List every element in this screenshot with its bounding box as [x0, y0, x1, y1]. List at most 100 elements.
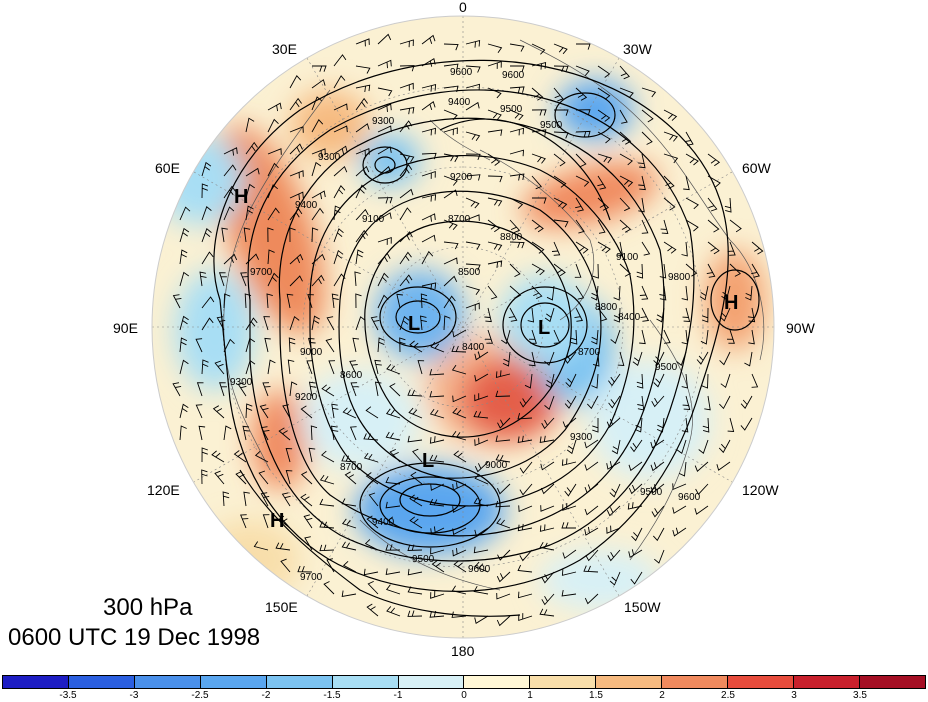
wind-barb — [584, 526, 599, 536]
wind-barb — [509, 127, 524, 136]
wind-barb — [267, 162, 279, 177]
wind-barb — [539, 435, 555, 443]
contour-label: 8700 — [448, 214, 471, 225]
wind-barb — [495, 370, 511, 378]
wind-barb — [387, 516, 401, 529]
contour-label: 9500 — [500, 104, 523, 115]
wind-barb — [443, 275, 458, 287]
wind-barb — [487, 87, 502, 99]
wind-barb — [412, 448, 423, 463]
wind-barb — [699, 285, 709, 301]
wind-barb — [517, 412, 533, 420]
wind-barb — [541, 417, 555, 430]
wind-barb — [744, 351, 753, 367]
wind-barb — [219, 382, 228, 397]
color-bar-cell — [68, 676, 135, 688]
wind-barb — [385, 501, 401, 509]
wind-barb — [452, 407, 467, 419]
wind-barb — [606, 417, 621, 428]
wind-barb — [245, 183, 255, 199]
wind-barb — [410, 471, 423, 485]
wind-barb — [421, 234, 436, 243]
wind-barb — [639, 285, 649, 300]
wind-barb — [355, 208, 369, 221]
graticule — [152, 16, 774, 638]
wind-barb — [619, 197, 631, 212]
wind-barb — [702, 417, 710, 433]
wind-barb — [473, 546, 489, 554]
wind-barb — [544, 395, 555, 410]
color-bar-tick-label: 1 — [527, 690, 533, 701]
wind-barb — [465, 153, 481, 161]
wind-barb — [562, 502, 577, 511]
wind-barb — [607, 549, 621, 562]
wind-barb — [242, 425, 250, 441]
wind-barb — [517, 435, 533, 444]
wind-barb — [501, 329, 511, 345]
wind-barb — [407, 610, 423, 617]
wind-barb — [245, 205, 254, 221]
contour-label: 9500 — [655, 362, 678, 373]
wind-barb — [531, 43, 546, 55]
color-bar-cell — [859, 676, 925, 688]
wind-barb — [389, 383, 401, 397]
wind-barb — [453, 560, 467, 573]
wind-barb — [701, 373, 709, 389]
wind-barb — [694, 505, 709, 515]
color-bar-cell — [794, 676, 860, 688]
wind-barb — [509, 173, 525, 181]
wind-barb — [179, 271, 190, 287]
wind-barb — [716, 461, 731, 471]
wind-barbs — [172, 33, 764, 627]
wind-barb — [565, 373, 577, 388]
wind-barb — [201, 251, 214, 265]
wind-barb — [396, 293, 403, 309]
wind-barb — [429, 436, 445, 444]
wind-barb — [311, 119, 324, 133]
wind-barb — [694, 461, 709, 472]
wind-barb — [617, 351, 625, 366]
wind-barb — [700, 329, 709, 345]
wind-barb — [179, 337, 188, 353]
contour-label: 8400 — [462, 342, 485, 353]
wind-barb — [311, 79, 326, 89]
contour-label: 9100 — [616, 252, 639, 263]
wind-barb — [616, 241, 624, 257]
wind-barb — [682, 395, 691, 410]
wind-barb — [399, 207, 412, 221]
wind-barb — [267, 272, 279, 287]
wind-barb — [311, 274, 325, 287]
wind-barb — [539, 524, 555, 532]
wind-barb — [704, 395, 711, 411]
contour-label: 9500 — [412, 554, 435, 565]
wind-barb — [524, 373, 533, 389]
wind-barb — [399, 164, 413, 177]
wind-barb — [355, 148, 370, 157]
wind-barb — [289, 208, 303, 221]
wind-barb — [355, 184, 367, 199]
wind-barb — [474, 373, 489, 382]
wind-barb — [748, 329, 755, 345]
wind-barb — [407, 568, 423, 576]
wind-barb — [286, 293, 294, 309]
wind-barb — [216, 316, 226, 331]
wind-barb — [502, 351, 511, 367]
wind-barb — [341, 518, 357, 529]
wind-barb — [696, 351, 709, 365]
wind-barb — [399, 274, 413, 287]
wind-barb — [584, 461, 599, 471]
wind-barb — [342, 407, 357, 419]
color-bar-tick-label: -1.5 — [323, 690, 341, 701]
wind-barb — [597, 109, 611, 122]
wind-barb — [719, 351, 731, 366]
wind-barb — [720, 373, 731, 389]
wind-barb — [201, 296, 215, 309]
wind-barb — [551, 241, 561, 256]
wind-barb — [331, 403, 339, 419]
wind-barb — [244, 293, 252, 309]
wind-barb — [421, 250, 434, 265]
wind-barb — [319, 521, 335, 529]
wind-barb — [575, 109, 591, 116]
wind-barb — [685, 153, 699, 166]
wind-barb — [485, 329, 494, 344]
